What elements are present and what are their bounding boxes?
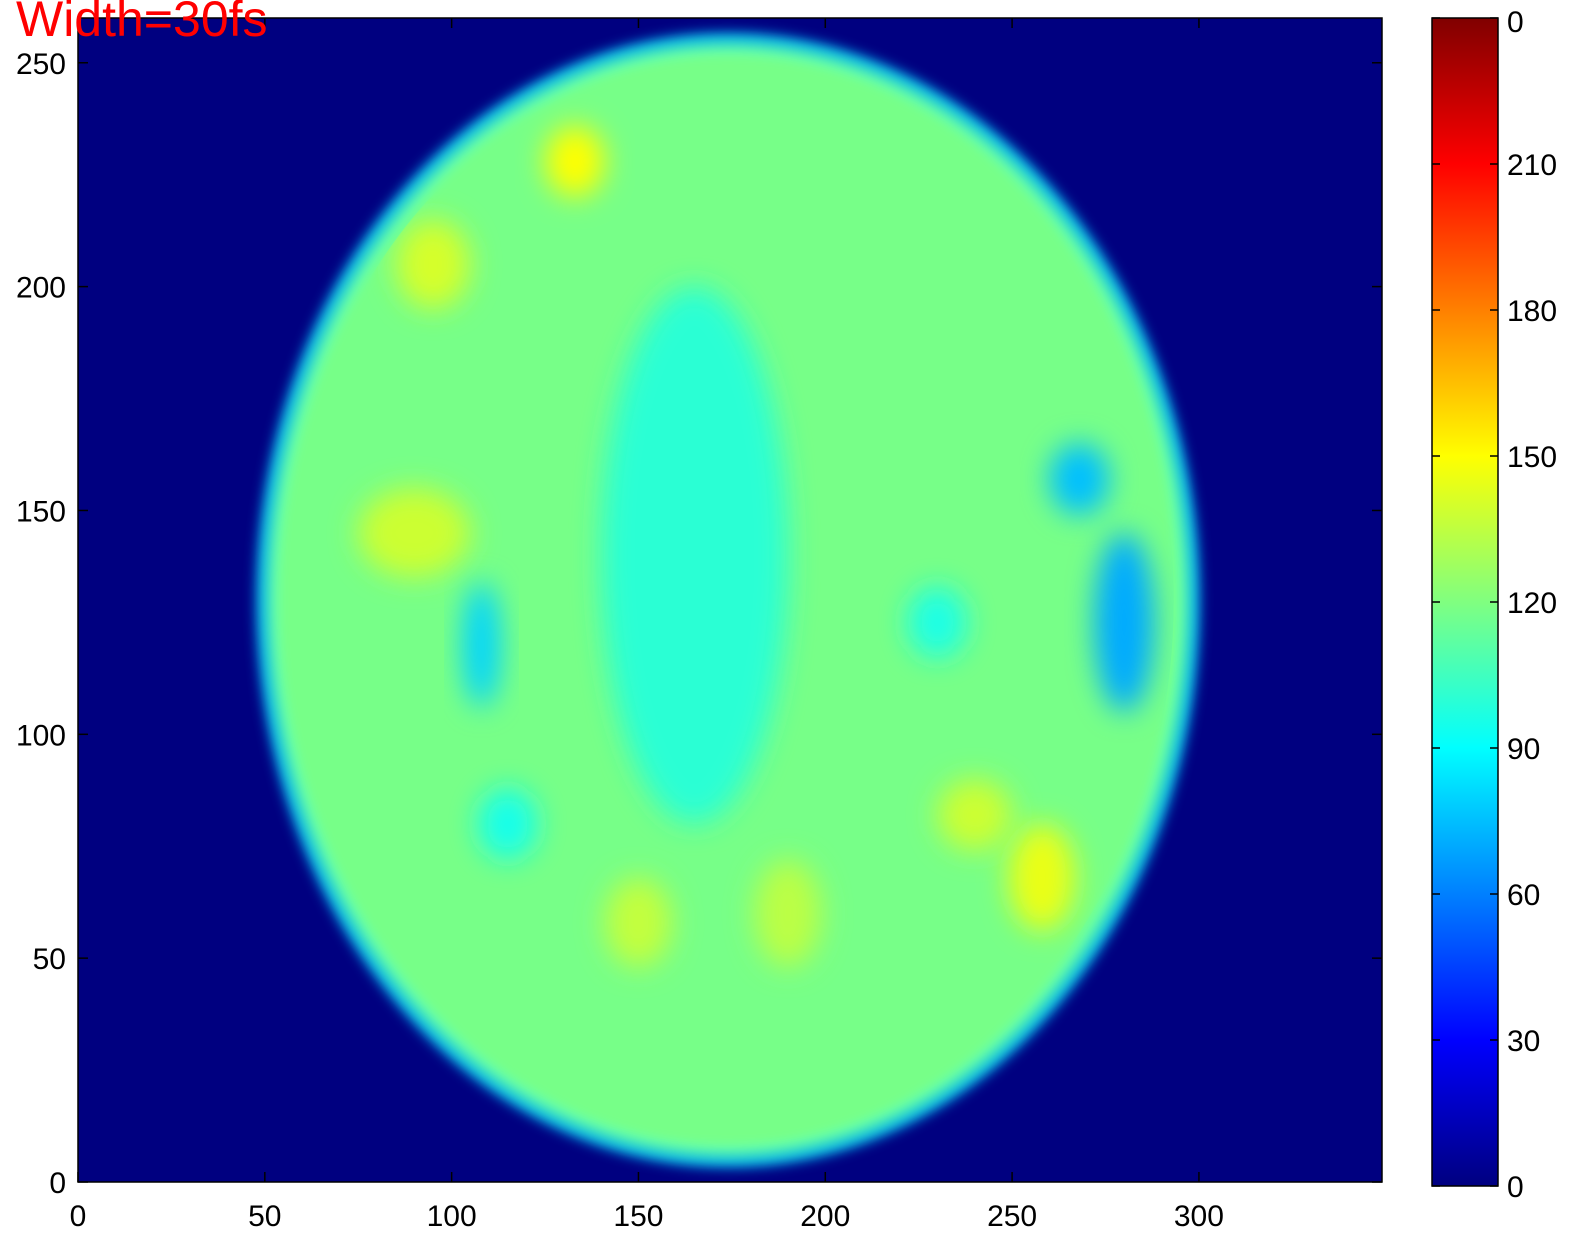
overlay: 0 50 100 150 200 250 300 0 50 100 150 200 250 — [16, 17, 1383, 1233]
chart-title: Width=30fs — [16, 0, 268, 47]
x-tick-label: 300 — [1174, 1200, 1224, 1233]
hot-spot — [545, 125, 605, 198]
hot-spot — [1049, 443, 1110, 515]
colorbar-tick-label: 0 — [1507, 1171, 1524, 1204]
x-tick-label: 250 — [987, 1200, 1037, 1233]
x-tick-label: 0 — [70, 1200, 87, 1233]
hot-spot — [477, 788, 538, 860]
hot-spot — [601, 286, 788, 824]
y-tick-label: 250 — [16, 48, 66, 81]
colorbar-tick-label: 210 — [1507, 149, 1557, 182]
plot-frame — [77, 17, 1383, 1183]
hot-spot — [937, 779, 1013, 851]
hot-spot — [1094, 532, 1155, 712]
plot-area — [78, 18, 1382, 1182]
colorbar — [1431, 17, 1499, 1187]
disk-texture — [358, 125, 1155, 968]
y-tick-label: 200 — [16, 272, 66, 305]
hot-spot — [754, 859, 822, 968]
colorbar-tick-label: 180 — [1507, 295, 1557, 328]
y-tick-label: 50 — [33, 943, 66, 976]
hot-spot — [395, 219, 471, 309]
x-tick-label: 50 — [248, 1200, 281, 1233]
hot-spot — [907, 586, 968, 659]
hot-spot — [358, 488, 471, 578]
colorbar-tick-label: 60 — [1507, 879, 1540, 912]
hot-spot — [462, 582, 501, 708]
y-tick-label: 0 — [49, 1167, 66, 1200]
colorbar-tick-label: 0 — [1507, 6, 1524, 39]
y-tick-label: 150 — [16, 495, 66, 528]
x-tick-label: 100 — [427, 1200, 477, 1233]
x-tick-label: 150 — [613, 1200, 663, 1233]
y-tick-label: 100 — [16, 719, 66, 752]
colorbar-tick-label: 30 — [1507, 1025, 1540, 1058]
hot-spot — [1008, 823, 1076, 932]
hot-spot — [604, 877, 673, 968]
colorbar-tick-label: 150 — [1507, 441, 1557, 474]
colorbar-tick-label: 90 — [1507, 733, 1540, 766]
x-tick-label: 200 — [800, 1200, 850, 1233]
colorbar-tick-label: 120 — [1507, 587, 1557, 620]
